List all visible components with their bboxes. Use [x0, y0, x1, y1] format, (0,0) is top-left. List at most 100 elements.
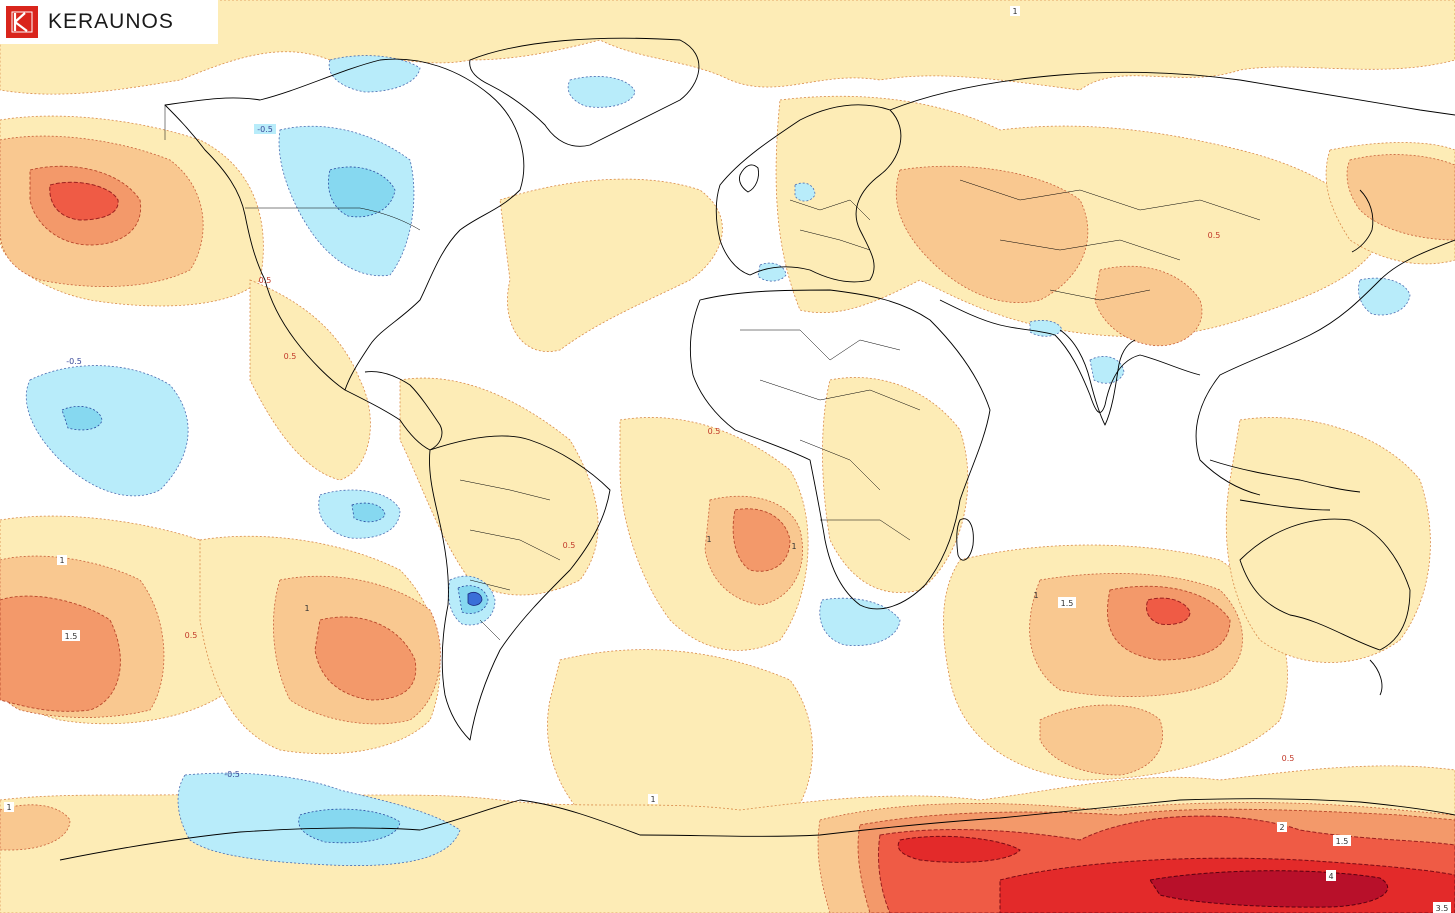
- coastlines: [59, 37, 1455, 861]
- svg-text:0.5: 0.5: [185, 631, 198, 640]
- coast-australia: [1239, 518, 1411, 651]
- anomaly-negative-10: [61, 166, 489, 844]
- borders-africa: [740, 329, 921, 541]
- coast-india: [1059, 329, 1136, 426]
- svg-text:1: 1: [304, 604, 309, 613]
- svg-text:1.5: 1.5: [1336, 837, 1349, 846]
- coast-japan: [1351, 189, 1374, 253]
- contour-label: 1: [57, 555, 67, 565]
- contour-label: 3.5: [1433, 902, 1451, 913]
- coast-asia: [889, 71, 1455, 496]
- contour-label: -0.5: [254, 124, 276, 134]
- coast-greenland: [469, 37, 700, 147]
- contour-label: 0.5: [185, 631, 198, 640]
- contour-label: 0.5: [1282, 754, 1295, 763]
- ant-core-3b: [897, 835, 1021, 863]
- svg-text:1.5: 1.5: [1061, 599, 1074, 608]
- svg-text:0.5: 0.5: [284, 352, 297, 361]
- ant-neg-1: [298, 808, 401, 844]
- svg-text:0.5: 0.5: [1208, 231, 1221, 240]
- contour-labels: 1 -0.5 0.5 0.5 -0.5 0.5 1 1 0.5 1 1.5 1 …: [4, 6, 1451, 913]
- sind-2: [1039, 704, 1163, 776]
- n-atlantic: [499, 178, 723, 352]
- coast-indonesia: [1209, 459, 1361, 511]
- contour-label: 1.5: [62, 630, 80, 641]
- svg-text:3.5: 3.5: [1436, 904, 1449, 913]
- svg-text:1: 1: [1033, 591, 1038, 600]
- contour-label: 4: [1326, 870, 1336, 881]
- ne-right-1: [1346, 154, 1455, 241]
- spac-west-15: [0, 595, 121, 712]
- border-us-canada: [245, 207, 421, 231]
- contour-label: 0.5: [563, 541, 576, 550]
- svg-text:1: 1: [6, 803, 11, 812]
- canada-neg-1: [328, 166, 396, 218]
- contour-label: 1: [4, 802, 14, 812]
- caspian-neg: [1029, 320, 1063, 337]
- contour-label: 0.5: [259, 276, 272, 285]
- contour-label: 0.5: [284, 352, 297, 361]
- contour-label: 1: [648, 794, 658, 804]
- contour-label: -0.5: [224, 770, 240, 779]
- asia-1: [895, 165, 1089, 303]
- eur-neg: [794, 182, 816, 202]
- chile-neg-core: [467, 592, 483, 606]
- south-america: [399, 377, 599, 596]
- contour-label: 0.5: [1208, 231, 1221, 240]
- contour-label: 0.5: [708, 427, 721, 436]
- greenland-neg: [567, 76, 636, 108]
- svg-text:1.5: 1.5: [65, 632, 78, 641]
- spac-mid-15: [314, 616, 417, 701]
- coast-europe: [715, 104, 902, 283]
- svg-text:-0.5: -0.5: [66, 357, 82, 366]
- coast-madagascar: [956, 518, 974, 561]
- nw-pacific-2: [49, 181, 119, 221]
- contour-label: 1.5: [1333, 835, 1351, 846]
- contour-label: 1.5: [1058, 597, 1076, 608]
- contour-label: 1: [1010, 6, 1020, 16]
- contour-label: 2: [1277, 822, 1287, 832]
- svg-text:4: 4: [1328, 872, 1333, 881]
- coast-africa: [689, 289, 991, 610]
- himalaya-1: [1094, 265, 1203, 347]
- australia: [1225, 417, 1431, 663]
- keraunos-logo[interactable]: KERAUNOS: [0, 0, 218, 44]
- safrica-neg: [819, 597, 901, 646]
- svg-text:0.5: 0.5: [259, 276, 272, 285]
- pacific-neg-1: [61, 406, 103, 431]
- svg-text:1: 1: [59, 556, 64, 565]
- asia-neg: [1358, 277, 1411, 316]
- arctic-neg: [328, 55, 421, 93]
- coast-new-zealand: [1369, 659, 1383, 696]
- pacific-neg: [26, 365, 189, 497]
- borders-europe: [789, 199, 871, 251]
- svg-text:-0.5: -0.5: [257, 125, 273, 134]
- svg-text:-0.5: -0.5: [224, 770, 240, 779]
- svg-text:0.5: 0.5: [708, 427, 721, 436]
- contour-label: 1: [1033, 591, 1038, 600]
- keraunos-k-logo-icon: [6, 6, 38, 38]
- coast-south-america: [429, 435, 611, 741]
- coast-central-america: [344, 371, 443, 451]
- anomaly-negative-15: [467, 592, 483, 606]
- contour-label: -0.5: [66, 357, 82, 366]
- coast-north-america: [164, 58, 525, 391]
- coast-antarctica: [59, 798, 1455, 861]
- india-neg: [1089, 356, 1125, 384]
- coast-uk: [739, 164, 759, 193]
- contour-label: 1: [304, 604, 309, 613]
- country-borders: [164, 105, 1261, 641]
- contour-label: 1: [791, 542, 796, 551]
- americas-west: [249, 279, 371, 481]
- svg-text:1: 1: [706, 535, 711, 544]
- svg-text:1: 1: [1012, 7, 1017, 16]
- svg-text:0.5: 0.5: [563, 541, 576, 550]
- svg-text:1: 1: [650, 795, 655, 804]
- north-band: [0, 0, 1455, 95]
- svg-text:2: 2: [1279, 823, 1284, 832]
- tatl-15: [732, 508, 791, 572]
- sind-2-core: [1146, 597, 1191, 625]
- brand-name: KERAUNOS: [48, 10, 174, 33]
- borders-south-america: [459, 479, 561, 641]
